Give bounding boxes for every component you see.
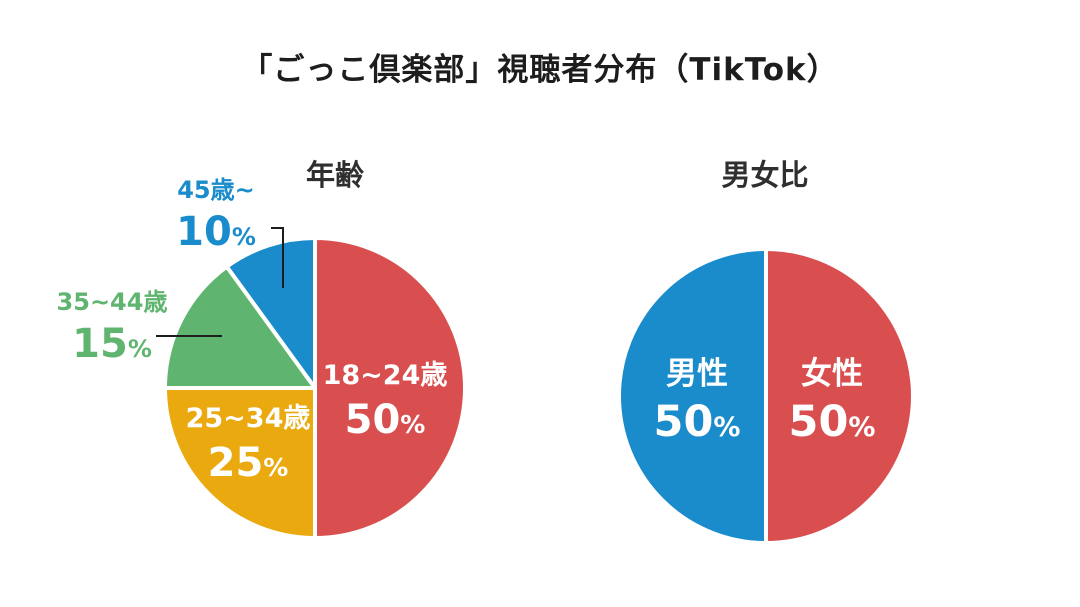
age-slice-25-34: [163, 386, 317, 540]
gender-slice-male: [617, 246, 768, 546]
male-label: 男性: [666, 356, 728, 392]
age-slice-35-44: [163, 264, 317, 390]
male-value: 50%: [654, 397, 741, 447]
female-value: 50%: [789, 397, 876, 447]
age-slice-18-24: [313, 236, 467, 540]
gender-chart-title: 男女比: [721, 158, 809, 192]
female-label: 女性: [801, 356, 863, 392]
age-25-34-label: 25~34歳: [186, 403, 311, 434]
age-35-44-label: 35~44歳: [57, 288, 168, 316]
page-title: 「ごっこ倶楽部」視聴者分布（TikTok）: [241, 52, 839, 88]
age-18-24-label: 18~24歳: [323, 360, 448, 391]
age-45-plus-label: 45歳~: [177, 176, 255, 204]
gender-slice-female: [764, 246, 915, 546]
age-25-34-value: 25%: [208, 440, 289, 486]
leader-line-45-plus: [271, 227, 284, 288]
age-slice-45-plus: [224, 236, 317, 390]
age-chart-title: 年齢: [305, 158, 364, 192]
age-35-44-value: 15%: [72, 321, 152, 367]
age-18-24-value: 50%: [345, 397, 426, 443]
age-45-plus-value: 10%: [176, 209, 256, 255]
